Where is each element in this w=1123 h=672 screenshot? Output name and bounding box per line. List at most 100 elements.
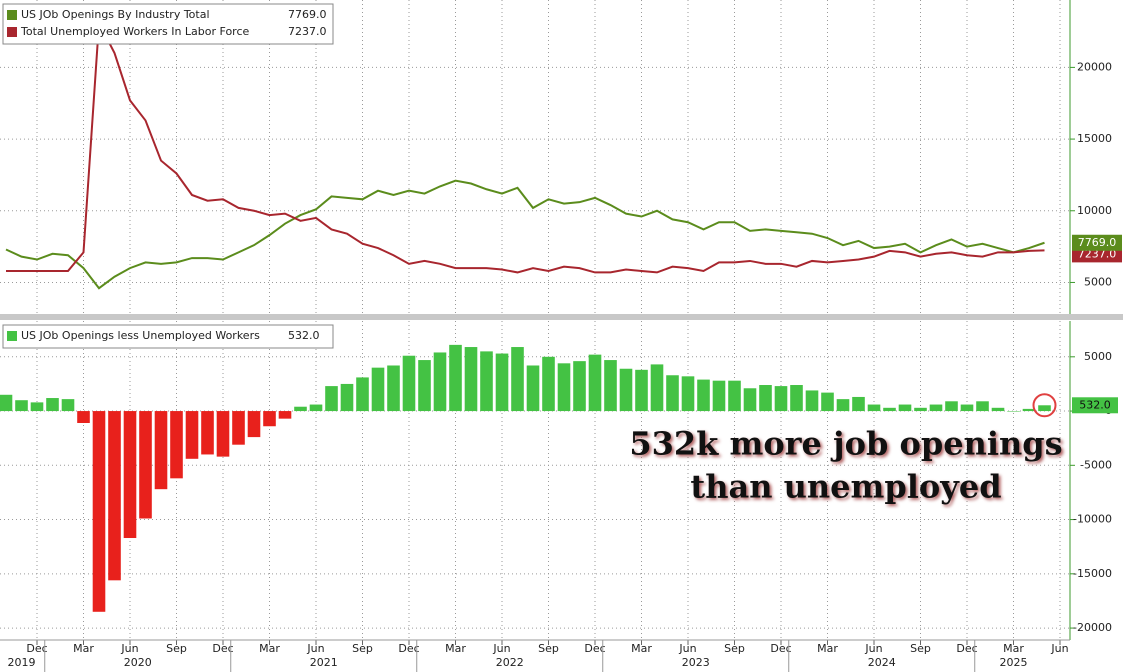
bar (774, 386, 788, 412)
y-tick-label: 5000 (1084, 275, 1112, 288)
legend-value: 7237.0 (288, 25, 327, 38)
legend-label: Total Unemployed Workers In Labor Force (20, 25, 250, 38)
bar (216, 411, 230, 457)
bar (914, 407, 927, 412)
x-tick-label: Dec (26, 642, 47, 655)
bar (619, 368, 633, 412)
y-tick-label: 10000 (1077, 204, 1112, 217)
bar (991, 407, 1005, 412)
bar (278, 411, 292, 419)
x-tick-label: Dec (212, 642, 233, 655)
bar (464, 347, 478, 412)
y-tick-label: 20000 (1077, 60, 1112, 73)
bar (123, 411, 137, 539)
bar (418, 360, 431, 412)
y-tick-label: -15000 (1073, 567, 1112, 580)
bar (15, 400, 28, 412)
x-tick-label: Mar (1003, 642, 1024, 655)
bar (170, 411, 183, 479)
bar (557, 363, 571, 412)
highlight-circle (1032, 393, 1057, 418)
year-label: 2023 (682, 656, 710, 669)
bar (650, 364, 664, 412)
year-label: 2025 (1000, 656, 1028, 669)
bar (1038, 405, 1051, 412)
x-tick-label: Dec (770, 642, 791, 655)
legend-label: US JOb Openings less Unemployed Workers (21, 329, 260, 342)
bar (201, 411, 214, 455)
legend-swatch (7, 10, 17, 20)
bar (480, 351, 493, 412)
x-tick-label: Dec (584, 642, 605, 655)
annotation: 532k more job openings (629, 425, 1062, 463)
bar (867, 404, 881, 412)
value-tag-label: 532.0 (1079, 398, 1111, 411)
bar (635, 369, 648, 412)
x-tick-label: Jun (492, 642, 510, 655)
bar (821, 392, 834, 412)
x-tick-label: Sep (724, 642, 745, 655)
y-tick-label: -5000 (1080, 458, 1112, 471)
year-label: 2022 (496, 656, 524, 669)
x-tick-label: Mar (259, 642, 280, 655)
bar (325, 386, 338, 412)
bar (154, 411, 168, 490)
bar (898, 404, 912, 412)
bar (542, 356, 555, 412)
x-tick-label: Mar (817, 642, 838, 655)
bar (77, 411, 90, 423)
x-tick-label: Jun (678, 642, 696, 655)
bar (449, 344, 462, 412)
bar (681, 376, 695, 412)
legend-label: US JOb Openings By Industry Total (21, 8, 210, 21)
x-tick-label: Dec (956, 642, 977, 655)
bar (697, 379, 710, 412)
value-tag-label: 7769.0 (1078, 236, 1117, 249)
x-tick-label: Jun (306, 642, 324, 655)
bar (0, 394, 13, 412)
bar (805, 390, 819, 412)
value-tag (1072, 234, 1122, 251)
bar (371, 367, 385, 412)
x-tick-label: Sep (166, 642, 187, 655)
legend-box (2, 324, 334, 349)
bar (511, 347, 524, 412)
y-tick-label: 5000 (1084, 350, 1112, 363)
legend-value: 532.0 (288, 329, 320, 342)
y-tick-label: -10000 (1073, 513, 1112, 526)
bar (573, 361, 586, 412)
bar (728, 380, 741, 412)
bar (1007, 411, 1020, 412)
value-tag (1072, 397, 1118, 414)
bar (232, 411, 245, 445)
bar (526, 365, 540, 412)
bar (263, 411, 276, 427)
series-line (6, 19, 1045, 274)
bar (340, 383, 354, 412)
bar (387, 365, 400, 412)
x-tick-label: Mar (73, 642, 94, 655)
annotation: than unemployed (690, 468, 1001, 506)
x-tick-label: Sep (538, 642, 559, 655)
bar (743, 388, 757, 412)
x-tick-label: Jun (120, 642, 138, 655)
bar (402, 355, 416, 412)
bar (588, 354, 602, 412)
bar (836, 399, 850, 412)
x-tick-label: Sep (910, 642, 931, 655)
bar (309, 404, 323, 412)
bar (929, 404, 943, 412)
panel-separator (0, 314, 1123, 320)
bar (30, 402, 44, 412)
year-label: 2021 (310, 656, 338, 669)
bar (185, 411, 199, 459)
bar (883, 407, 896, 412)
bar (92, 411, 106, 612)
bar (790, 385, 803, 412)
bar (46, 398, 59, 412)
legend-box (2, 3, 334, 45)
bar (247, 411, 261, 438)
x-tick-label: Mar (445, 642, 466, 655)
